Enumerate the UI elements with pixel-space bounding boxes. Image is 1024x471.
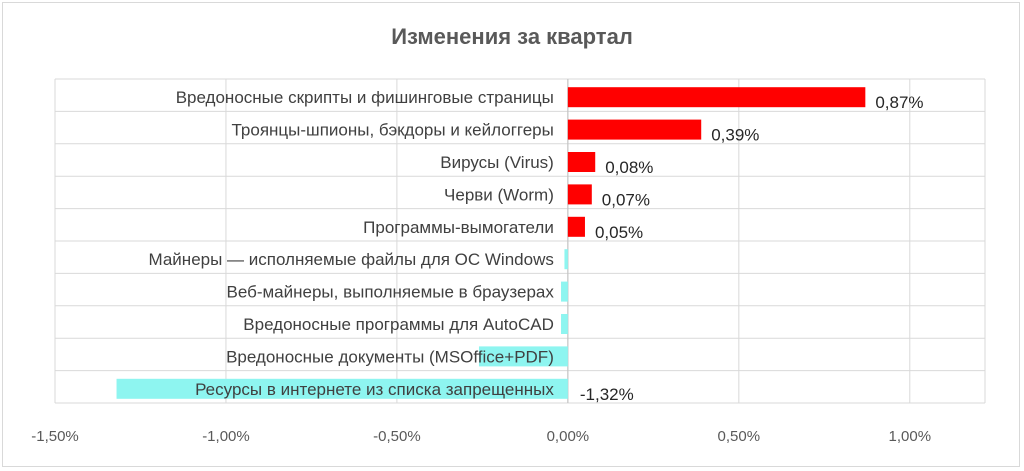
data-label: 0,07% <box>602 190 650 209</box>
bar <box>561 281 568 302</box>
bar <box>478 346 568 367</box>
bar <box>567 184 592 205</box>
bar <box>567 152 596 172</box>
data-label: 0,87% <box>875 93 923 112</box>
x-tick-label: -0,50% <box>373 428 421 445</box>
category-label: Вирусы (Virus) <box>440 153 554 172</box>
chart-title: Изменения за квартал <box>391 24 633 49</box>
data-label: 0,08% <box>605 158 653 177</box>
category-label: Вредоносные скрипты и фишинговые страниц… <box>176 88 554 107</box>
category-label: Троянцы-шпионы, бэкдоры и кейлоггеры <box>232 121 554 140</box>
category-label: Ресурсы в интернете из списка запрещенны… <box>195 380 554 399</box>
bar <box>567 216 585 237</box>
x-tick-label: 0,50% <box>718 428 761 445</box>
data-label: 0,05% <box>595 223 643 242</box>
bar <box>564 249 568 270</box>
bar <box>567 119 702 140</box>
x-tick-label: 0,00% <box>547 428 590 445</box>
category-label: Черви (Worm) <box>444 185 554 204</box>
x-tick-label: -1,00% <box>202 428 250 445</box>
data-label: 0,39% <box>711 126 759 145</box>
x-tick-label: -1,50% <box>31 428 79 445</box>
category-label: Вредоносные документы (MSOffice+PDF) <box>226 347 554 366</box>
x-tick-label: 1,00% <box>889 428 932 445</box>
bar <box>116 378 568 399</box>
category-label: Программы-вымогатели <box>363 218 554 237</box>
data-label: -1,32% <box>580 385 634 404</box>
bar <box>567 87 866 108</box>
category-label: Веб-майнеры, выполняемые в браузерах <box>226 283 554 302</box>
bar <box>561 314 568 334</box>
category-label: Вредоносные программы для AutoCAD <box>243 315 554 334</box>
category-label: Майнеры — исполняемые файлы для ОС Windo… <box>149 250 554 269</box>
